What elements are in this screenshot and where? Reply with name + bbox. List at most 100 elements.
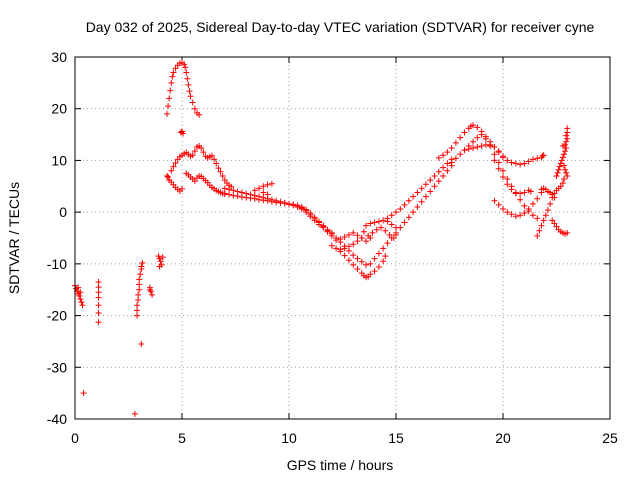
y-tick-label: 10 [51, 152, 67, 168]
data-point [549, 191, 556, 198]
data-point [243, 194, 250, 201]
data-point [508, 159, 515, 166]
data-point [534, 195, 541, 202]
data-point [540, 152, 547, 159]
data-point [79, 302, 86, 309]
data-point [422, 193, 429, 200]
data-point [191, 105, 198, 112]
data-point [527, 188, 534, 195]
data-point [380, 245, 387, 252]
data-point [369, 229, 376, 236]
data-point [213, 160, 220, 167]
chart-title: Day 032 of 2025, Sidereal Day-to-day VTE… [86, 19, 595, 35]
data-point [560, 162, 567, 169]
x-axis-title: GPS time / hours [287, 457, 394, 473]
data-point [315, 219, 322, 226]
data-point [131, 410, 138, 417]
data-point [341, 245, 348, 252]
data-point [557, 160, 564, 167]
data-point [491, 157, 498, 164]
data-point [95, 302, 102, 309]
data-point [380, 217, 387, 224]
data-point [504, 157, 511, 164]
data-point [221, 177, 228, 184]
data-point [341, 252, 348, 259]
data-point [165, 173, 172, 180]
data-point [211, 156, 218, 163]
data-point [461, 129, 468, 136]
data-point [256, 185, 263, 192]
data-point [247, 195, 254, 202]
data-point [382, 227, 389, 234]
data-point [268, 180, 275, 187]
data-point [256, 196, 263, 203]
data-point [564, 135, 571, 142]
data-point [525, 158, 532, 165]
data-point [553, 172, 560, 179]
data-point [495, 159, 502, 166]
data-point [386, 231, 393, 238]
data-point [311, 215, 318, 222]
data-point [500, 173, 506, 180]
x-tick-label: 10 [281, 430, 297, 446]
data-point [184, 75, 191, 82]
data-point [474, 124, 481, 131]
data-point [333, 245, 340, 252]
y-axis-title: SDTVAR / TECUs [6, 182, 22, 294]
data-point [517, 190, 524, 197]
data-point [191, 178, 198, 185]
data-point [560, 151, 567, 158]
data-point [134, 312, 141, 319]
data-point [139, 259, 146, 266]
y-tick-label: -20 [47, 308, 67, 324]
data-point [169, 73, 176, 80]
data-point [559, 142, 566, 149]
data-point [500, 153, 506, 160]
data-point [410, 193, 417, 200]
data-point [320, 223, 327, 230]
data-point [525, 206, 532, 213]
data-point [365, 232, 372, 239]
data-point [444, 149, 451, 156]
data-point [378, 224, 385, 231]
data-point [562, 166, 569, 173]
data-point [478, 131, 485, 138]
data-point [196, 111, 203, 118]
data-point [563, 132, 570, 139]
data-point [397, 206, 404, 213]
data-point [221, 185, 228, 192]
y-tick-label: 0 [59, 204, 67, 220]
data-point [268, 198, 275, 205]
data-point [177, 129, 184, 136]
data-point [77, 296, 84, 303]
data-point [264, 191, 271, 198]
data-point [157, 258, 164, 265]
data-point [264, 197, 271, 204]
data-point [155, 253, 162, 260]
data-point [303, 207, 310, 214]
data-point [517, 196, 524, 203]
data-point [397, 224, 404, 231]
data-point [563, 145, 570, 152]
series-early-scattered [72, 253, 166, 417]
data-point [156, 263, 163, 270]
data-point [427, 188, 434, 195]
data-point [170, 163, 177, 170]
data-point [551, 194, 558, 201]
series-morning-peak [164, 59, 235, 198]
data-point [234, 193, 241, 200]
data-point [461, 147, 468, 154]
data-point [164, 172, 171, 179]
data-point [563, 169, 570, 176]
data-point [560, 176, 567, 183]
data-point [431, 183, 438, 190]
data-point [149, 291, 156, 298]
data-point [182, 64, 189, 71]
data-point [134, 302, 141, 309]
data-point [367, 220, 374, 227]
data-point [388, 212, 395, 219]
data-point [354, 255, 361, 262]
data-point [95, 319, 102, 326]
data-point [260, 197, 267, 204]
data-point [504, 176, 511, 183]
